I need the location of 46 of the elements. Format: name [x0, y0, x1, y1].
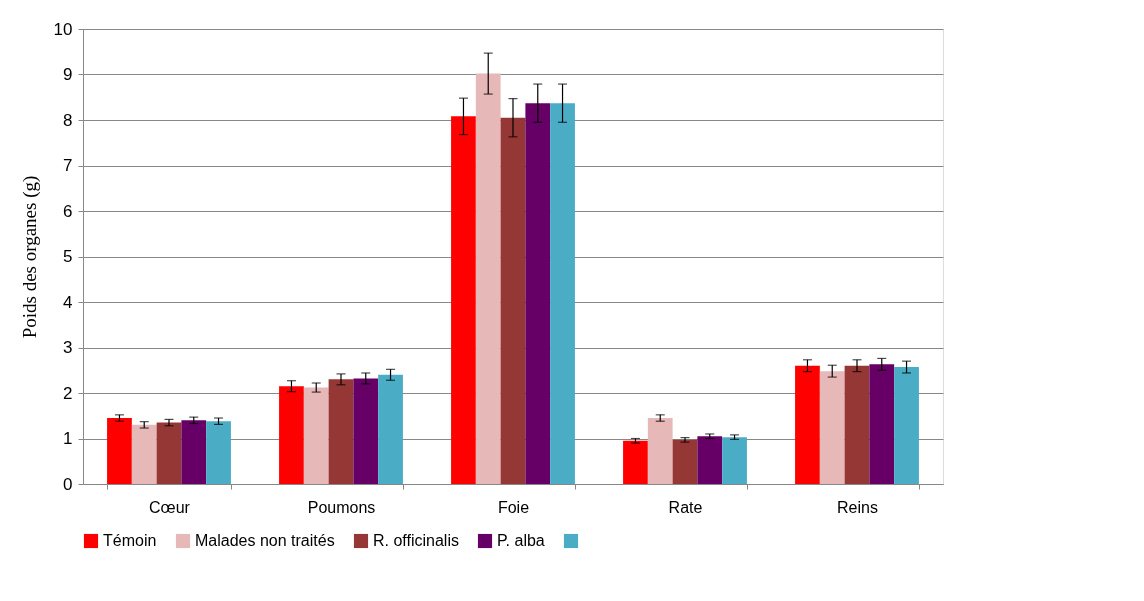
x-tick-label: Poumons	[307, 498, 376, 516]
bar	[156, 422, 182, 484]
bar	[378, 374, 403, 484]
x-tick-label: Foie	[497, 498, 530, 516]
y-tick-label: 0	[63, 474, 73, 494]
bar	[279, 386, 304, 484]
bar	[647, 418, 673, 484]
bar	[819, 371, 845, 484]
legend-label: R. officinalis	[373, 532, 459, 549]
x-tick-label: Rate	[668, 498, 703, 516]
bar	[672, 439, 698, 484]
legend-label: Malades non traités	[195, 532, 335, 549]
bar	[206, 421, 231, 484]
y-tick-label: 3	[63, 338, 73, 357]
legend-label: Témoin	[103, 532, 157, 549]
y-axis-title: Poids des organes (g)	[18, 175, 41, 339]
bar	[475, 73, 501, 484]
bar	[623, 440, 648, 484]
y-tick-label: 1	[63, 429, 73, 448]
x-tick-label: Reins	[837, 498, 878, 516]
y-tick-label: 4	[63, 292, 73, 312]
bar	[500, 117, 526, 484]
bar	[697, 436, 723, 484]
y-tick-label: 7	[63, 156, 73, 175]
bar	[550, 103, 575, 484]
legend-label: P. alba	[497, 532, 545, 549]
bar	[328, 379, 354, 484]
y-tick-label: 2	[63, 383, 73, 403]
bar	[181, 420, 207, 484]
bar	[107, 418, 132, 484]
y-tick-label: 10	[53, 19, 73, 39]
x-tick-label: Cœur	[149, 498, 191, 516]
y-tick-label: 8	[63, 110, 73, 130]
bar	[303, 387, 329, 484]
y-tick-label: 5	[63, 247, 73, 266]
bar	[722, 437, 747, 484]
bar	[131, 424, 157, 484]
bar	[844, 365, 870, 484]
bar	[894, 367, 919, 484]
bar	[451, 116, 476, 484]
bar	[869, 364, 895, 484]
bar	[525, 103, 551, 484]
y-tick-label: 6	[63, 201, 73, 221]
y-tick-label: 9	[63, 65, 73, 84]
bar	[795, 365, 820, 484]
bar	[353, 378, 379, 484]
